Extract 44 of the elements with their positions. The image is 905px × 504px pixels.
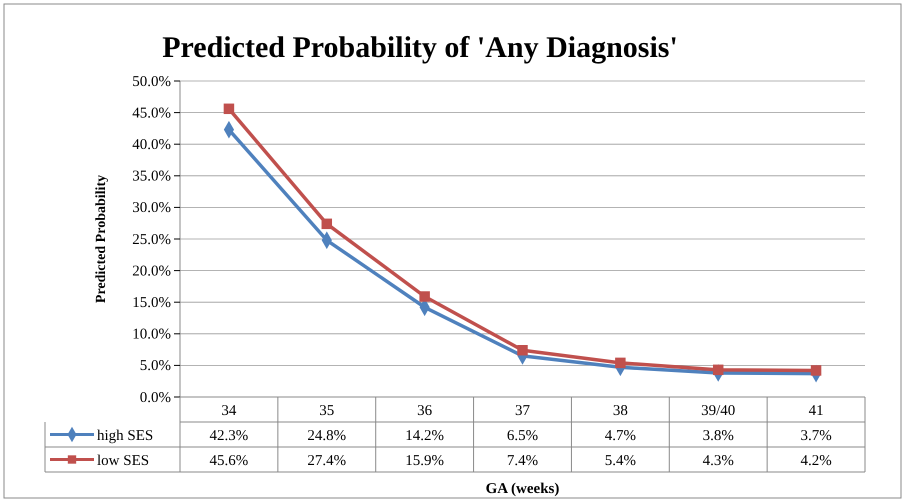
data-label: 27.4%	[307, 453, 346, 469]
data-label: 42.3%	[210, 428, 248, 444]
y-tick-label: 30.0%	[132, 200, 171, 216]
y-tick-label: 20.0%	[132, 263, 171, 280]
data-label: 7.4%	[506, 453, 538, 469]
x-tick-label: 35	[319, 403, 334, 419]
y-tick-label: 25.0%	[132, 232, 171, 248]
legend-label: low SES	[97, 453, 150, 469]
x-tick-label: 34	[221, 403, 237, 419]
y-tick-label: 45.0%	[132, 105, 171, 122]
point	[712, 364, 724, 376]
data-label: 45.6%	[210, 453, 248, 469]
x-tick-label: 38	[612, 403, 628, 419]
y-tick-label: 0.0%	[140, 390, 171, 406]
point	[615, 358, 626, 368]
data-label: 14.2%	[405, 428, 444, 444]
y-tick-label: 5.0%	[140, 358, 171, 374]
y-tick-label: 35.0%	[132, 168, 171, 185]
point	[224, 104, 234, 114]
point	[517, 344, 528, 356]
point	[419, 291, 430, 302]
point	[322, 218, 332, 230]
data-label: 4.7%	[604, 428, 636, 444]
data-label: 24.8%	[307, 428, 346, 444]
y-tick-label: 40.0%	[132, 137, 171, 153]
y-tick-label: 50.0%	[132, 74, 171, 90]
data-label: 6.5%	[506, 428, 538, 444]
data-label: 15.9%	[405, 453, 444, 469]
data-label: 4.3%	[702, 453, 734, 469]
y-tick-label: 15.0%	[132, 295, 171, 311]
x-axis-title: GA (weeks)	[486, 481, 560, 497]
y-tick-label: 10.0%	[132, 326, 171, 343]
x-tick-label: 39/40	[701, 403, 736, 419]
legend-label: high SES	[97, 428, 154, 444]
x-tick-label: 36	[417, 403, 433, 419]
y-axis-title: Predicted Probability	[94, 174, 109, 304]
data-label: 3.8%	[702, 428, 734, 444]
data-label: 4.2%	[800, 453, 832, 469]
x-tick-label: 37	[515, 403, 530, 419]
point	[810, 365, 822, 376]
x-tick-label: 41	[808, 403, 824, 419]
data-label: 3.7%	[800, 428, 832, 444]
data-label: 5.4%	[604, 453, 636, 469]
chart-title: Predicted Probability of 'Any Diagnosis'	[162, 31, 678, 64]
